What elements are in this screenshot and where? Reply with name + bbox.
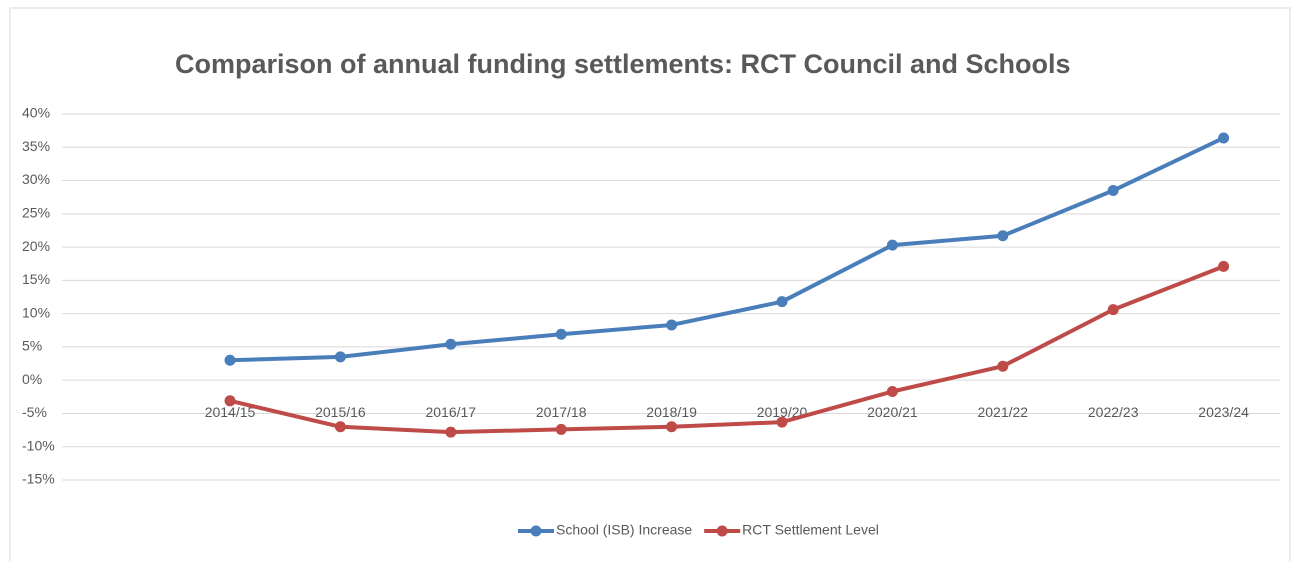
y-tick-label: 40%	[22, 105, 50, 121]
y-tick-label: 30%	[22, 171, 50, 187]
y-tick-label: -10%	[22, 437, 55, 453]
data-point	[1107, 185, 1119, 197]
data-point	[1107, 304, 1119, 316]
data-point	[1218, 260, 1230, 272]
y-tick-label: 10%	[22, 304, 50, 320]
y-tick-label: 20%	[22, 238, 50, 254]
y-tick-label: -5%	[22, 404, 47, 420]
x-tick-label: 2021/22	[977, 404, 1028, 420]
x-tick-label: 2017/18	[536, 404, 587, 420]
data-point	[445, 426, 457, 438]
data-point	[776, 416, 788, 428]
data-point	[334, 421, 346, 433]
x-tick-label: 2023/24	[1198, 404, 1249, 420]
data-point	[334, 351, 346, 363]
data-point	[666, 421, 678, 433]
y-tick-label: 15%	[22, 271, 50, 287]
y-tick-label: 5%	[22, 338, 42, 354]
data-point	[886, 239, 898, 251]
x-tick-label: 2015/16	[315, 404, 366, 420]
data-point	[997, 230, 1009, 242]
data-point	[224, 395, 236, 407]
data-point	[224, 354, 236, 366]
chart-title: Comparison of annual funding settlements…	[175, 49, 1071, 79]
x-tick-label: 2016/17	[425, 404, 476, 420]
data-point	[1218, 132, 1230, 144]
data-point	[997, 360, 1009, 372]
data-point	[666, 319, 678, 331]
data-point	[555, 328, 567, 340]
x-tick-label: 2018/19	[646, 404, 697, 420]
y-tick-label: -15%	[22, 471, 55, 487]
y-tick-label: 35%	[22, 138, 50, 154]
data-point	[555, 423, 567, 435]
series-line	[229, 136, 1225, 363]
data-point	[445, 338, 457, 350]
x-tick-label: 2019/20	[757, 404, 808, 420]
legend-label: RCT Settlement Level	[742, 522, 879, 538]
x-tick-label: 2020/21	[867, 404, 918, 420]
x-tick-label: 2014/15	[205, 404, 256, 420]
x-tick-label: 2022/23	[1088, 404, 1139, 420]
y-tick-label: 25%	[22, 205, 50, 221]
chart-frame	[9, 7, 1291, 561]
legend-marker	[530, 525, 542, 537]
data-point	[886, 385, 898, 397]
series-line	[229, 264, 1225, 435]
legend-label: School (ISB) Increase	[556, 522, 692, 538]
legend-marker	[716, 525, 728, 537]
y-tick-label: 0%	[22, 371, 42, 387]
data-point	[776, 296, 788, 308]
